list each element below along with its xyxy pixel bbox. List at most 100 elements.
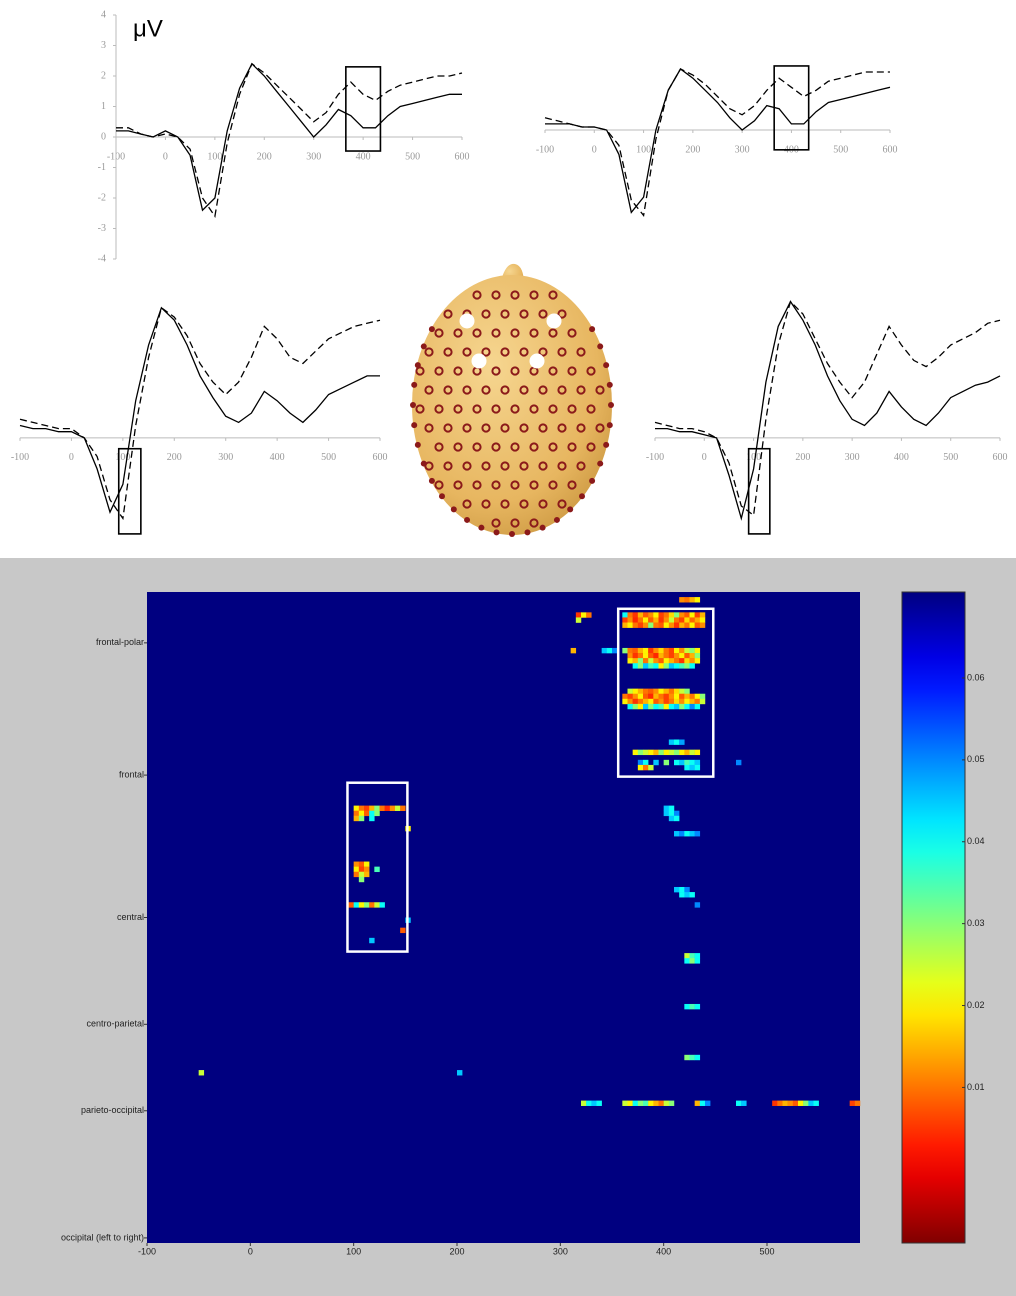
cell [690, 648, 695, 653]
erp-line [545, 69, 890, 212]
cell [674, 689, 679, 694]
x-tick-label: -100 [536, 144, 554, 155]
cell [638, 694, 643, 699]
cell [669, 806, 674, 811]
electrode [607, 422, 613, 428]
cell [700, 699, 705, 704]
cell [633, 612, 638, 617]
x-tick-label: 0 [592, 144, 597, 155]
cell [669, 750, 674, 755]
cell [695, 699, 700, 704]
cell [638, 648, 643, 653]
cell [695, 750, 700, 755]
cell [591, 1101, 596, 1106]
cell [684, 887, 689, 892]
cell [653, 623, 658, 628]
x-tick-label: 600 [373, 452, 388, 463]
cell [364, 862, 369, 867]
cell [638, 1101, 643, 1106]
x-tick-label: 500 [759, 1246, 774, 1256]
cell [664, 699, 669, 704]
page: μV -1000100200300400500600-4-3-2-101234-… [0, 0, 1016, 1296]
x-tick-label: 500 [321, 452, 336, 463]
cell [648, 750, 653, 755]
cell [684, 704, 689, 709]
cell [679, 623, 684, 628]
cell [369, 806, 374, 811]
cell [684, 648, 689, 653]
colorbar-tick-label: 0.02 [967, 1000, 985, 1010]
cell [684, 765, 689, 770]
x-tick-label: 400 [270, 452, 285, 463]
cell [690, 617, 695, 622]
cell [679, 658, 684, 663]
cell [638, 617, 643, 622]
cell [690, 612, 695, 617]
colorbar-tick-label: 0.04 [967, 836, 985, 846]
cell [400, 928, 405, 933]
electrode [603, 442, 609, 448]
cell [695, 1055, 700, 1060]
cell [369, 816, 374, 821]
y-tick-label: -4 [98, 253, 106, 264]
cell [690, 663, 695, 668]
cell [669, 663, 674, 668]
cell [659, 1101, 664, 1106]
cell [638, 689, 643, 694]
cell [803, 1101, 808, 1106]
cell [354, 902, 359, 907]
x-tick-label: 600 [993, 452, 1008, 463]
cell [669, 617, 674, 622]
x-tick-label: 500 [833, 144, 848, 155]
cell [669, 811, 674, 816]
cell [380, 902, 385, 907]
cell [359, 872, 364, 877]
cell [633, 699, 638, 704]
x-tick-label: 400 [356, 151, 371, 162]
x-tick-label: 600 [883, 144, 898, 155]
cell [659, 689, 664, 694]
colorbar-tick-label: 0.03 [967, 918, 985, 928]
cell [653, 760, 658, 765]
cell [653, 648, 658, 653]
cell [695, 623, 700, 628]
x-tick-label: 0 [248, 1246, 253, 1256]
cell [622, 1101, 627, 1106]
cell [659, 750, 664, 755]
cell [653, 658, 658, 663]
electrode [494, 529, 500, 535]
cell [633, 704, 638, 709]
cell [690, 760, 695, 765]
cell [364, 902, 369, 907]
erp-line [655, 302, 1000, 516]
cell [674, 811, 679, 816]
cell [581, 1101, 586, 1106]
cell [638, 623, 643, 628]
cell [690, 1004, 695, 1009]
cell [674, 699, 679, 704]
cell [777, 1101, 782, 1106]
cell [690, 658, 695, 663]
cell [643, 653, 648, 658]
x-tick-label: 200 [795, 452, 810, 463]
cell [679, 831, 684, 836]
cell [457, 1070, 462, 1075]
cell [643, 617, 648, 622]
x-tick-label: 0 [163, 151, 168, 162]
cell [643, 663, 648, 668]
cell [674, 704, 679, 709]
y-tick-label: parieto-occipital [81, 1105, 144, 1115]
cell [597, 1101, 602, 1106]
cell [653, 750, 658, 755]
cell [679, 750, 684, 755]
cell [369, 902, 374, 907]
cell [369, 938, 374, 943]
x-tick-label: 500 [405, 151, 420, 162]
cell [653, 1101, 658, 1106]
cell [643, 750, 648, 755]
cell [653, 699, 658, 704]
electrode [524, 529, 530, 535]
cell [648, 765, 653, 770]
x-tick-label: 200 [167, 452, 182, 463]
cell [648, 694, 653, 699]
